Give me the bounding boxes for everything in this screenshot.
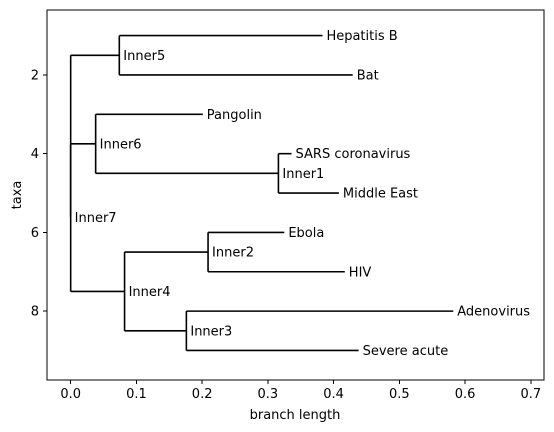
- leaf-label-pangolin: Pangolin: [207, 108, 262, 123]
- y-axis-ticks: 2 4 6 8: [31, 68, 47, 320]
- leaf-label-adenovirus: Adenovirus: [457, 305, 530, 320]
- inner-node-label-inner2: Inner2: [212, 246, 254, 261]
- leaf-label-bat: Bat: [357, 68, 379, 83]
- inner-node-label-inner7: Inner7: [75, 211, 117, 226]
- leaf-label-sars-coronavirus: SARS coronavirus: [296, 147, 411, 162]
- y-axis-title: taxa: [10, 181, 25, 210]
- inner-node-label-inner4: Inner4: [129, 285, 171, 300]
- leaf-label-hiv: HIV: [349, 265, 372, 280]
- tree-branches: [69, 34, 454, 352]
- x-tick-label: 0.3: [258, 387, 279, 402]
- inner-node-label-inner6: Inner6: [100, 137, 142, 152]
- x-tick-label: 0.2: [192, 387, 213, 402]
- leaf-label-hepatitis-b: Hepatitis B: [326, 29, 397, 44]
- y-tick-label: 8: [31, 305, 39, 320]
- x-tick-label: 0.0: [60, 387, 81, 402]
- y-tick-label: 6: [31, 226, 39, 241]
- inner-node-label-inner3: Inner3: [190, 324, 232, 339]
- x-tick-label: 0.1: [126, 387, 147, 402]
- y-tick-label: 2: [31, 68, 39, 83]
- y-tick-label: 4: [31, 147, 39, 162]
- x-tick-label: 0.5: [389, 387, 410, 402]
- x-axis-title: branch length: [250, 408, 341, 423]
- x-tick-label: 0.4: [323, 387, 344, 402]
- leaf-label-severe-acute: Severe acute: [363, 344, 449, 359]
- leaf-label-middle-east: Middle East: [343, 187, 418, 202]
- x-axis-ticks: 0.0 0.1 0.2 0.3 0.4 0.5 0.6 0.7: [60, 380, 541, 402]
- node-labels: Inner5 Hepatitis B Bat Inner7 Inner6 Pangolin…: [75, 29, 531, 359]
- x-tick-label: 0.7: [521, 387, 542, 402]
- plot-frame: [46, 9, 545, 381]
- leaf-label-ebola: Ebola: [288, 226, 324, 241]
- inner-node-label-inner1: Inner1: [282, 167, 324, 182]
- inner-node-label-inner5: Inner5: [123, 49, 165, 64]
- x-tick-label: 0.6: [455, 387, 476, 402]
